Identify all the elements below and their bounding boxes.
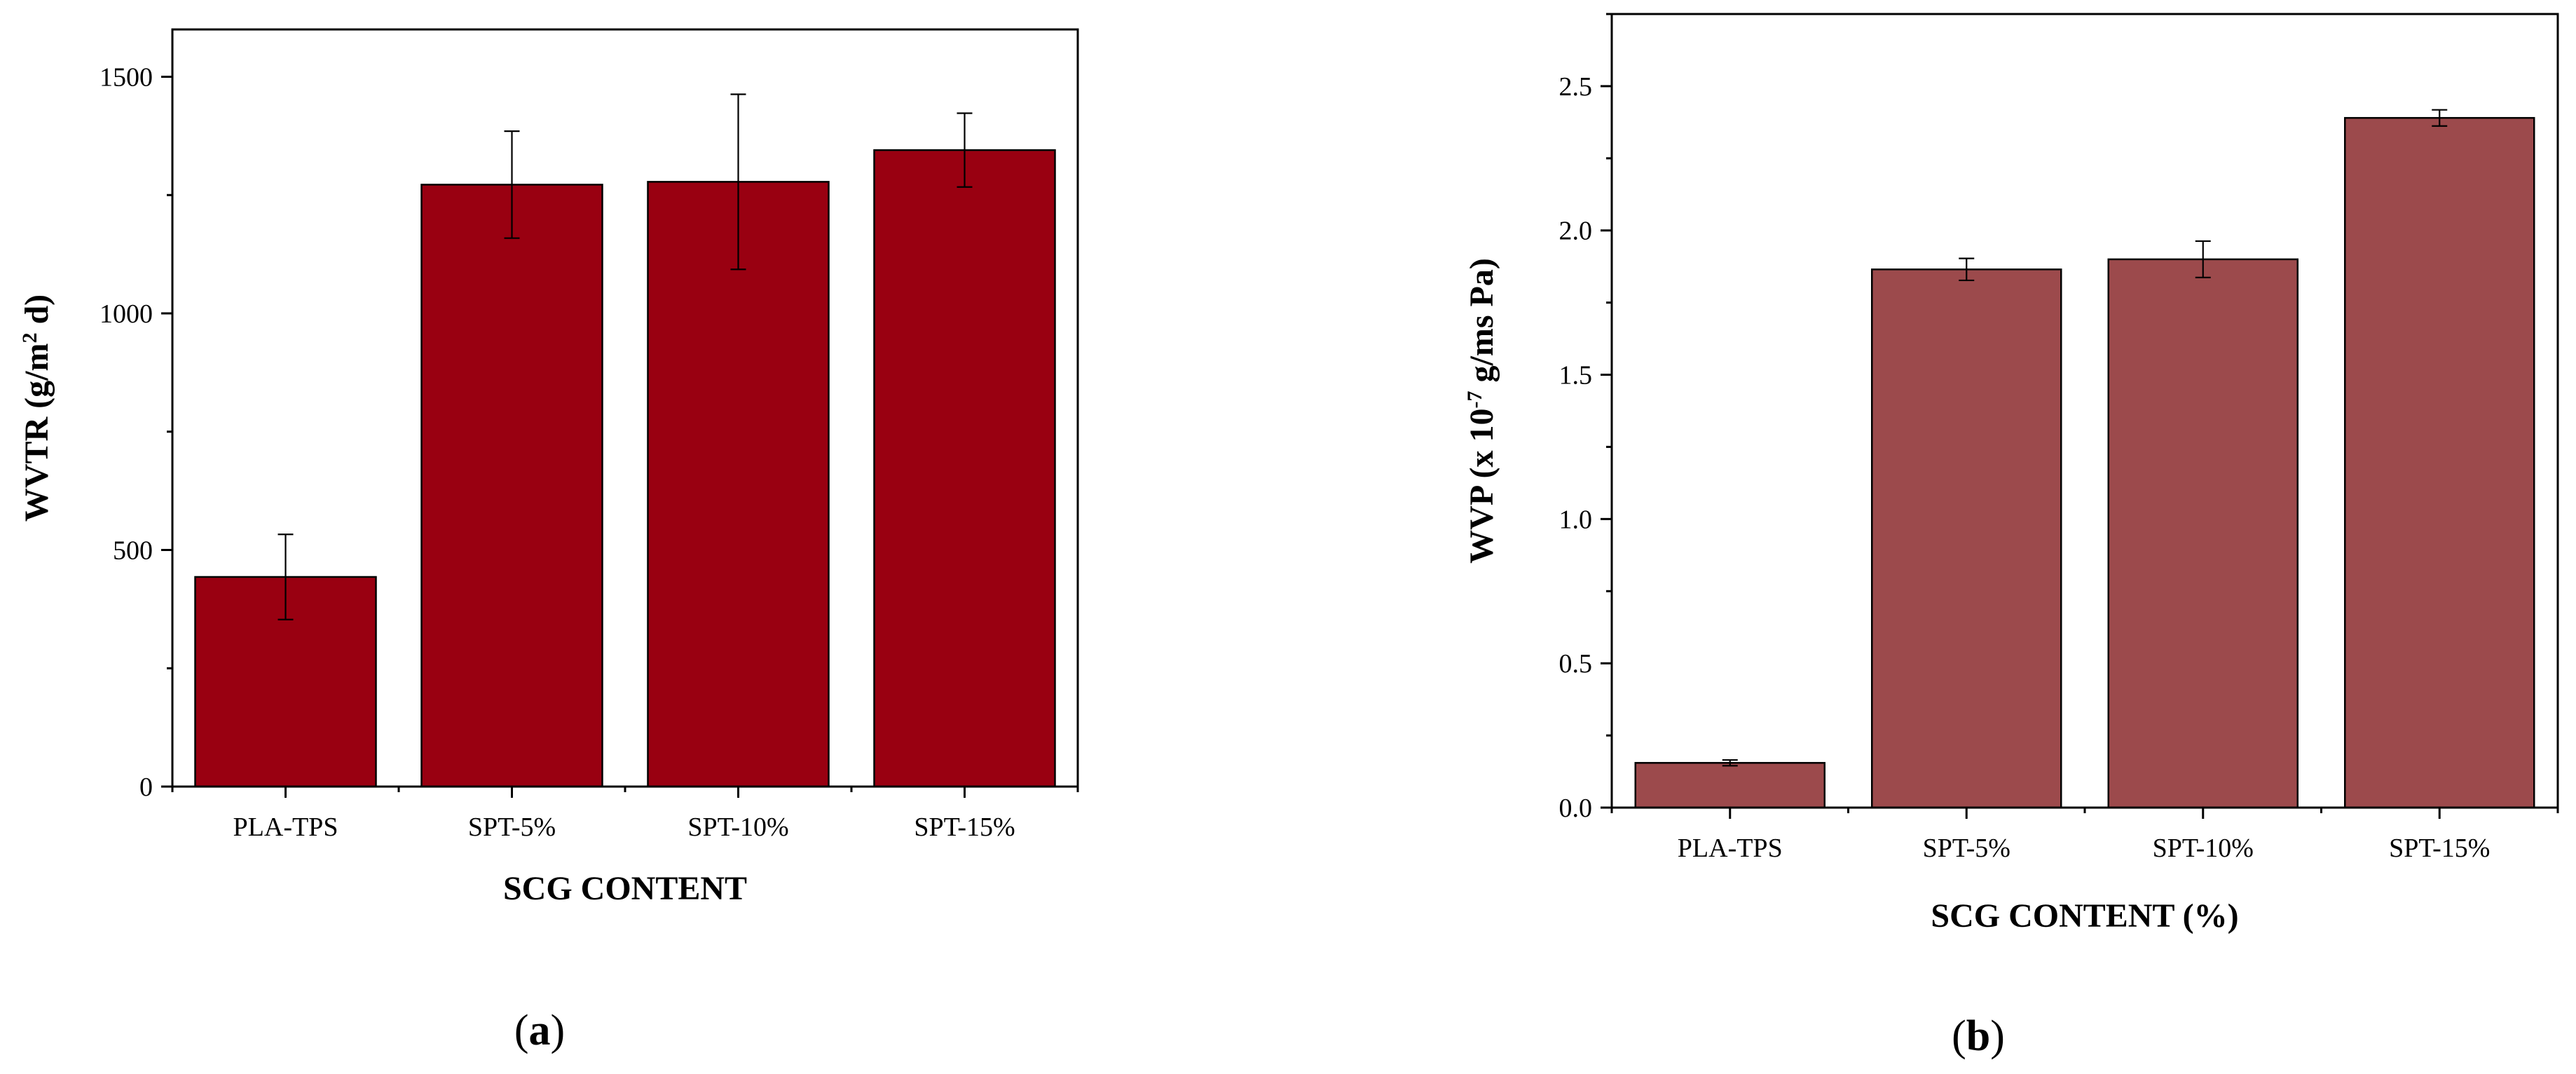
x-tick-label: SPT-5% xyxy=(468,813,556,842)
panel-label: (b) xyxy=(1952,1012,2005,1060)
bar-PLA-TPS xyxy=(1634,761,1825,809)
panel-label: (a) xyxy=(514,1007,565,1054)
y-axis-title-sup: 2 xyxy=(18,333,41,344)
y-tick-label: 2.0 xyxy=(1559,217,1593,246)
panel-label-open: ( xyxy=(1952,1012,1966,1060)
x-tick-label: SPT-15% xyxy=(2389,834,2490,863)
y-axis-title: WVTR (g/m2 d) xyxy=(18,294,56,522)
panel-label-close: ) xyxy=(551,1007,566,1054)
y-axis-title: WVP (x 10-7 g/ms Pa) xyxy=(1463,258,1501,564)
y-tick-label: 0 xyxy=(139,773,153,802)
x-tick-label: SPT-10% xyxy=(2153,834,2254,863)
x-tick-label: PLA-TPS xyxy=(233,813,338,842)
y-axis-title-end: g/ms Pa) xyxy=(1463,258,1500,390)
y-tick-label: 1500 xyxy=(100,63,153,93)
y-tick-label: 2.5 xyxy=(1559,72,1593,102)
y-tick-label: 1.5 xyxy=(1559,361,1593,390)
bar-SPT-15% xyxy=(873,149,1056,788)
bar-SPT-10% xyxy=(2107,258,2298,809)
bar-SPT-15% xyxy=(2344,116,2535,809)
y-tick-label: 1.0 xyxy=(1559,505,1593,534)
panel-label-letter: a xyxy=(529,1007,551,1054)
panel-label-letter: b xyxy=(1966,1012,1990,1060)
x-tick-label: PLA-TPS xyxy=(1678,834,1783,863)
x-axis-title: SCG CONTENT xyxy=(503,870,747,907)
x-tick-label: SPT-15% xyxy=(914,813,1015,842)
bar-SPT-5% xyxy=(1871,268,2062,809)
x-tick-label: SPT-10% xyxy=(687,813,788,842)
bar-SPT-10% xyxy=(647,181,830,788)
y-axis-title-sup: -7 xyxy=(1463,390,1486,408)
y-tick-label: 500 xyxy=(113,536,153,566)
y-tick-label: 1000 xyxy=(100,299,153,329)
panel-label-open: ( xyxy=(514,1007,529,1054)
panel-label-close: ) xyxy=(1990,1012,2005,1060)
chart-panel-b: 0.0 0.5 1.0 1.5 2.0 2.5 PLA-TPS SPT-5% SPT-10% SP… xyxy=(1463,13,2559,1060)
y-axis-title-main: WVP (x 10 xyxy=(1463,408,1500,563)
x-axis-title: SCG CONTENT (%) xyxy=(1931,897,2238,934)
y-axis-title-main: WVTR (g/m xyxy=(18,344,55,522)
y-tick-label: 0.0 xyxy=(1559,794,1593,823)
chart-panel-a: 0 500 1000 1500 PLA-TPS SPT-5% SPT-10% SPT-15% S… xyxy=(18,28,1079,1054)
y-tick-label: 0.5 xyxy=(1559,649,1593,679)
x-tick-label: SPT-5% xyxy=(1923,834,2010,863)
bar-SPT-5% xyxy=(420,184,603,788)
y-axis-title-end: d) xyxy=(18,294,55,333)
